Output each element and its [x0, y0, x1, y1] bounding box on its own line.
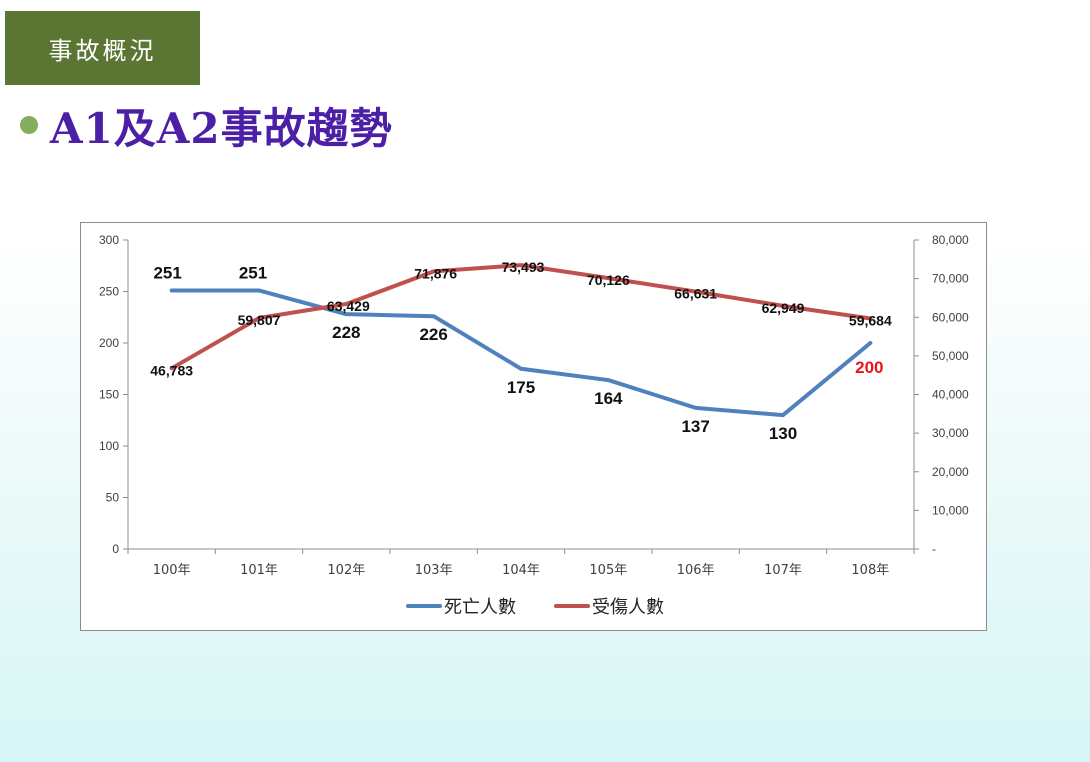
x-axis-tick-label: 107年	[764, 563, 802, 578]
page-title-text: A1及A2事故趨勢	[50, 103, 393, 153]
left-axis-tick-label: 200	[99, 336, 119, 350]
dual-axis-line-chart: 0 50 100 150 200 250 300 - 10,000 20,000 30,000 40,…	[99, 233, 969, 618]
data-label-injuries: 66,631	[674, 286, 717, 302]
right-axis-tick-label: 20,000	[932, 465, 969, 479]
legend-label-deaths: 死亡人數	[444, 597, 516, 618]
data-label-injuries: 73,493	[502, 259, 545, 275]
x-axis-tick-label: 100年	[153, 563, 191, 578]
data-label-injuries: 62,949	[762, 300, 805, 316]
left-axis-tick-label: 0	[112, 542, 119, 556]
data-label-injuries: 59,807	[238, 312, 281, 328]
x-axis-tick-label: 103年	[415, 563, 453, 578]
chart-container: 0 50 100 150 200 250 300 - 10,000 20,000 30,000 40,…	[80, 222, 987, 631]
left-axis-tick-label: 100	[99, 439, 119, 453]
right-axis-tick-label: 30,000	[932, 426, 969, 440]
data-label-deaths: 175	[507, 378, 535, 397]
right-axis-tick-label: 70,000	[932, 272, 969, 286]
series-line-injuries	[169, 263, 873, 371]
left-axis-tick-label: 300	[99, 233, 119, 247]
right-axis-tick-label: -	[932, 542, 936, 556]
data-label-injuries: 59,684	[849, 312, 892, 328]
right-axis-tick-label: 60,000	[932, 310, 969, 324]
right-axis-tick-label: 80,000	[932, 233, 969, 247]
right-axis-tick-label: 40,000	[932, 388, 969, 402]
right-axis-tick-label: 50,000	[932, 349, 969, 363]
legend-label-injuries: 受傷人數	[592, 597, 664, 618]
right-axis-tick-label: 10,000	[932, 503, 969, 517]
section-tag-label: 事故概況	[48, 36, 157, 65]
series-line-deaths	[169, 288, 873, 418]
data-label-deaths: 251	[239, 263, 267, 282]
x-axis-tick-label: 104年	[502, 563, 540, 578]
x-axis-tick-label: 106年	[677, 563, 715, 578]
data-label-injuries: 46,783	[150, 362, 193, 378]
data-label-deaths: 226	[419, 325, 447, 344]
left-axis-tick-label: 250	[99, 285, 119, 299]
data-label-injuries: 70,126	[587, 272, 630, 288]
data-label-deaths: 228	[332, 323, 360, 342]
left-axis-tick-label: 150	[99, 388, 119, 402]
section-tag: 事故概況	[5, 11, 200, 85]
data-label-deaths: 200	[855, 358, 883, 377]
x-axis-tick-label: 108年	[851, 563, 889, 578]
data-label-injuries: 71,876	[414, 265, 457, 281]
bullet-icon	[20, 116, 38, 134]
x-axis-tick-label: 102年	[327, 563, 365, 578]
left-axis-tick-label: 50	[106, 491, 120, 505]
data-label-deaths: 164	[594, 389, 623, 408]
data-label-injuries: 63,429	[327, 298, 370, 314]
data-label-deaths: 251	[153, 263, 181, 282]
x-axis-tick-label: 105年	[589, 563, 627, 578]
data-label-deaths: 137	[681, 417, 709, 436]
page-title: A1及A2事故趨勢	[20, 95, 393, 155]
x-axis-tick-label: 101年	[240, 563, 278, 578]
data-label-deaths: 130	[769, 424, 797, 443]
